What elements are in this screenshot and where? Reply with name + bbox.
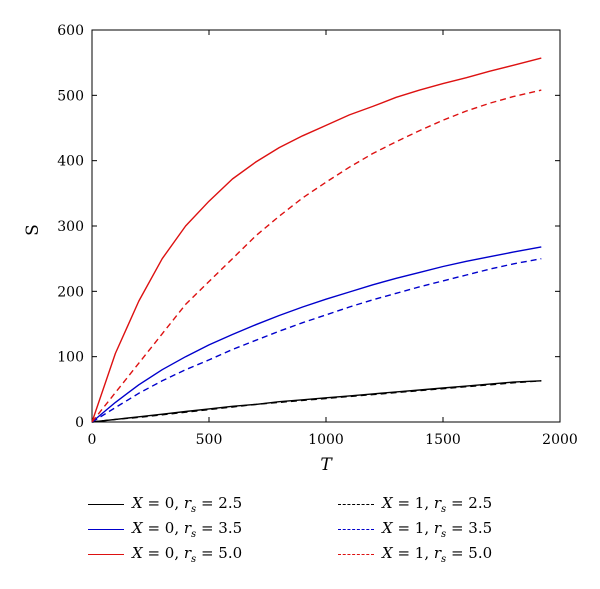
series-line-2 <box>91 246 542 423</box>
legend-item: X = 1, rs = 3.5 <box>338 518 492 540</box>
x-axis-label: T <box>320 455 333 475</box>
y-tick-label: 600 <box>57 23 84 39</box>
legend-item: X = 1, rs = 5.0 <box>338 543 492 565</box>
series-lines <box>91 57 542 423</box>
legend-swatch <box>88 553 124 555</box>
plot-frame <box>91 29 561 423</box>
y-tick-label: 100 <box>57 350 84 366</box>
legend-label: X = 1, rs = 5.0 <box>382 543 493 565</box>
legend-swatch <box>338 503 374 505</box>
legend-item: X = 0, rs = 2.5 <box>88 493 242 515</box>
legend-item: X = 0, rs = 3.5 <box>88 518 242 540</box>
x-tick-label: 2000 <box>542 432 578 448</box>
legend-label: X = 1, rs = 2.5 <box>382 493 493 515</box>
legend-label: X = 0, rs = 5.0 <box>132 543 243 565</box>
legend-label: X = 0, rs = 3.5 <box>132 518 243 540</box>
legend: X = 0, rs = 2.5 X = 0, rs = 3.5 X = 0, rs … <box>0 493 600 573</box>
y-tick-label: 300 <box>57 219 84 235</box>
legend-swatch <box>338 553 374 555</box>
legend-item: X = 0, rs = 5.0 <box>88 543 242 565</box>
legend-swatch <box>88 503 124 505</box>
x-tick-label: 500 <box>196 432 223 448</box>
x-tick-label: 1500 <box>425 432 461 448</box>
series-line-3 <box>91 57 542 423</box>
y-axis-label: S <box>23 224 43 236</box>
line-chart: 0 500 1000 1500 2000 0 100 200 300 400 500 600 T S <box>23 23 578 475</box>
series-line-1 <box>91 380 542 423</box>
legend-label: X = 1, rs = 3.5 <box>382 518 493 540</box>
x-tick-label: 1000 <box>308 432 344 448</box>
legend-swatch <box>88 528 124 530</box>
series-line-6 <box>91 89 542 423</box>
y-tick-label: 200 <box>57 284 84 300</box>
x-tick-label: 0 <box>88 432 97 448</box>
axis-ticks: 0 500 1000 1500 2000 0 100 200 300 400 500 600 <box>57 23 578 448</box>
legend-swatch <box>338 528 374 530</box>
y-tick-label: 500 <box>57 88 84 104</box>
legend-item: X = 1, rs = 2.5 <box>338 493 492 515</box>
series-line-5 <box>91 258 542 423</box>
y-tick-label: 400 <box>57 154 84 170</box>
legend-label: X = 0, rs = 2.5 <box>132 493 243 515</box>
series-line-4 <box>91 380 542 423</box>
y-tick-label: 0 <box>75 415 84 431</box>
